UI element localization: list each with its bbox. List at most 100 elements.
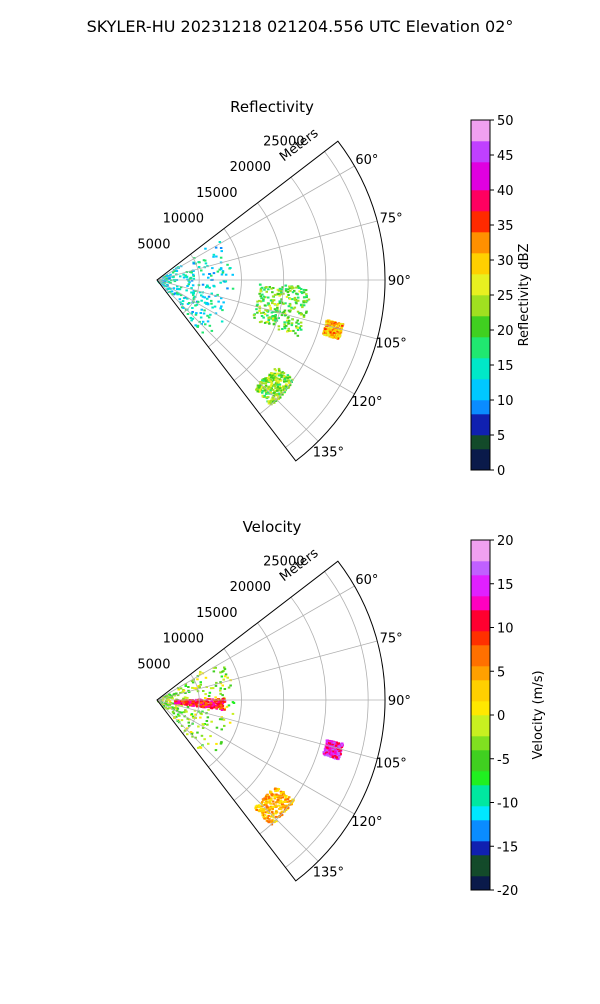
echo-gate — [338, 750, 341, 753]
echo-gate — [214, 684, 218, 687]
echo-gate — [261, 385, 264, 388]
echo-gate — [290, 324, 294, 327]
echo-gate — [272, 394, 275, 397]
echo-gate — [267, 797, 271, 799]
echo-gate — [184, 683, 188, 686]
echo-gate — [291, 798, 294, 801]
range-ring — [259, 176, 327, 415]
echo-gate — [296, 329, 300, 331]
echo-gate — [258, 292, 261, 295]
echo-gate — [268, 374, 271, 376]
echo-gate — [283, 321, 286, 324]
echo-gate — [175, 692, 178, 695]
echo-gate — [339, 329, 343, 332]
echo-gate — [257, 804, 261, 807]
echo-gate — [178, 298, 182, 301]
echo-gate — [193, 709, 197, 712]
echo-gate — [202, 312, 206, 315]
echo-gate — [176, 713, 180, 716]
echo-gate — [287, 385, 290, 388]
echo-gate — [333, 741, 336, 744]
echo-gate — [198, 291, 202, 294]
echo-gate — [206, 704, 209, 707]
azimuth-tick-label: 120° — [351, 395, 382, 410]
echo-gate — [274, 796, 277, 798]
echo-gate — [192, 293, 195, 296]
colorbar-tick-label: 25 — [497, 289, 514, 304]
colorbar-tick-label: 15 — [497, 578, 514, 593]
echo-gate — [201, 706, 205, 708]
echo-gate — [278, 369, 281, 372]
echo-gate — [341, 323, 344, 326]
echo-gate — [176, 292, 179, 294]
colorbar-tick-label: 10 — [497, 394, 514, 409]
echo-gate — [267, 319, 270, 322]
echo-gate — [264, 379, 268, 382]
colorbar-segment — [471, 715, 490, 723]
echo-gate — [290, 379, 293, 382]
echo-gate — [166, 702, 169, 705]
colorbar-segment — [471, 302, 490, 310]
echo-gate — [168, 277, 171, 280]
echo-gate — [220, 675, 224, 678]
echo-gate — [338, 745, 341, 748]
echo-gate — [285, 380, 288, 383]
azimuth-gridline — [156, 699, 378, 760]
colorbar-segment — [471, 596, 490, 604]
echo-gate — [324, 745, 328, 748]
echo-gate — [180, 306, 184, 309]
echo-gate — [284, 798, 287, 801]
echo-gate — [261, 293, 264, 296]
echo-gate — [213, 305, 217, 308]
colorbar-segment — [471, 876, 490, 884]
echo-gate — [206, 320, 210, 323]
echo-gate — [226, 676, 229, 679]
colorbar-tick-label: 50 — [497, 114, 514, 129]
echo-gate — [187, 721, 190, 724]
echo-gate — [206, 314, 209, 317]
echo-gate — [298, 290, 301, 293]
echo-gate — [273, 393, 277, 396]
echo-gate — [267, 288, 270, 291]
echo-gate — [193, 704, 197, 707]
colorbar-segment — [471, 225, 490, 233]
echo-gate — [271, 295, 275, 298]
echo-gate — [221, 684, 224, 687]
echo-gate — [327, 327, 331, 330]
echo-gate — [184, 274, 187, 277]
echo-gate — [169, 273, 172, 276]
echo-gate — [212, 706, 216, 709]
echo-gate — [305, 293, 308, 296]
echo-gate — [281, 804, 284, 807]
echo-gate — [290, 287, 294, 290]
echo-gate — [271, 291, 274, 294]
echo-gate — [333, 751, 337, 754]
echo-gate — [336, 742, 340, 745]
echo-gate — [260, 802, 264, 805]
colorbar-segment — [471, 785, 490, 793]
echo-gate — [190, 279, 194, 282]
echo-gate — [266, 794, 270, 797]
echo-gate — [220, 273, 224, 276]
echo-gate — [162, 280, 166, 283]
echo-gate — [175, 710, 179, 712]
echo-gate — [225, 705, 229, 708]
echo-gate — [287, 316, 290, 319]
echo-gate — [274, 373, 277, 376]
echo-gate — [261, 391, 264, 394]
colorbar-segment — [471, 260, 490, 268]
echo-gate — [332, 330, 335, 333]
echo-gate — [270, 317, 273, 320]
colorbar-tick-label: 5 — [497, 665, 505, 680]
echo-gate — [192, 269, 195, 272]
colorbar-tick-label: 15 — [497, 359, 514, 374]
azimuth-tick-label: 75° — [380, 211, 403, 226]
echo-gate — [279, 372, 283, 375]
echo-gate — [288, 286, 292, 289]
echo-gate — [271, 374, 274, 377]
echo-gate — [214, 749, 218, 752]
echo-gate — [329, 753, 333, 756]
echo-gate — [263, 313, 267, 316]
colorbar-segment — [471, 120, 490, 128]
